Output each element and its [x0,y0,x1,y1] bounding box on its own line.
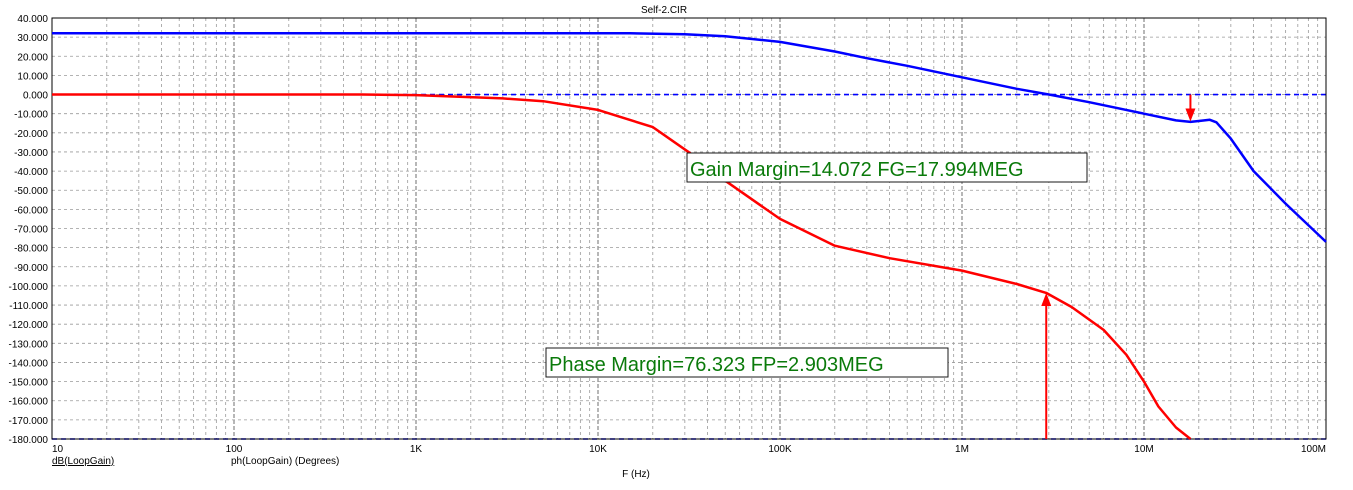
legend-phase: ph(LoopGain) (Degrees) [231,456,339,467]
y-tick-label: 20.000 [17,52,48,63]
x-tick-label: 100M [1301,444,1326,455]
chart-title: Self-2.CIR [641,5,687,16]
y-tick-label: -170.000 [9,416,49,427]
gain-margin-annotation: Gain Margin=14.072 FG=17.994MEG [686,152,1088,183]
y-tick-label: -90.000 [14,263,48,274]
phase-margin-box [545,347,949,378]
y-tick-label: -140.000 [9,358,49,369]
plot-frame [51,17,1327,440]
y-tick-label: -40.000 [14,167,48,178]
y-tick-label: -100.000 [9,282,49,293]
x-tick-label: 10M [1134,444,1153,455]
y-tick-label: 40.000 [17,14,48,25]
y-tick-labels: 40.000 30.000 20.000 10.000 0.000 -10.000 -20.… [9,14,49,446]
y-tick-label: -60.000 [14,205,48,216]
y-tick-label: -80.000 [14,244,48,255]
phase-line [52,93,1192,440]
x-tick-labels: 10 100 1K 10K 100K 1M 10M 100M [52,444,1326,455]
y-tick-label: -150.000 [9,378,49,389]
x-tick-label: 100 [226,444,243,455]
margin-arrow-head [1041,292,1052,306]
x-axis-label: F (Hz) [622,469,650,480]
gain-margin-box [686,152,1088,183]
y-tick-label: -180.000 [9,435,49,446]
legend-gain-db: dB(LoopGain) [52,456,114,467]
phase-margin-annotation: Phase Margin=76.323 FP=2.903MEG [545,347,949,378]
y-tick-label: -120.000 [9,320,49,331]
y-tick-label: -50.000 [14,186,48,197]
margin-arrow-head [1185,108,1196,122]
x-tick-label: 10K [589,444,607,455]
y-tick-label: -70.000 [14,225,48,236]
gain-margin-text: Gain Margin=14.072 FG=17.994MEG [690,159,1024,181]
x-tick-label: 10 [52,444,64,455]
x-tick-label: 1K [410,444,423,455]
y-tick-label: -30.000 [14,148,48,159]
x-tick-label: 1M [955,444,969,455]
phase-margin-text: Phase Margin=76.323 FP=2.903MEG [549,354,884,376]
y-tick-label: -110.000 [9,301,48,312]
y-tick-label: 0.000 [23,91,48,102]
y-tick-label: -130.000 [9,339,49,350]
y-tick-label: 10.000 [17,71,48,82]
annotation-arrows [1041,94,1196,439]
y-tick-label: 30.000 [17,33,48,44]
y-tick-label: -10.000 [14,110,48,121]
series-group [52,32,1327,440]
x-tick-label: 100K [768,444,792,455]
gain-db-line [52,32,1327,243]
y-tick-label: -20.000 [14,129,48,140]
y-tick-label: -160.000 [9,397,49,408]
